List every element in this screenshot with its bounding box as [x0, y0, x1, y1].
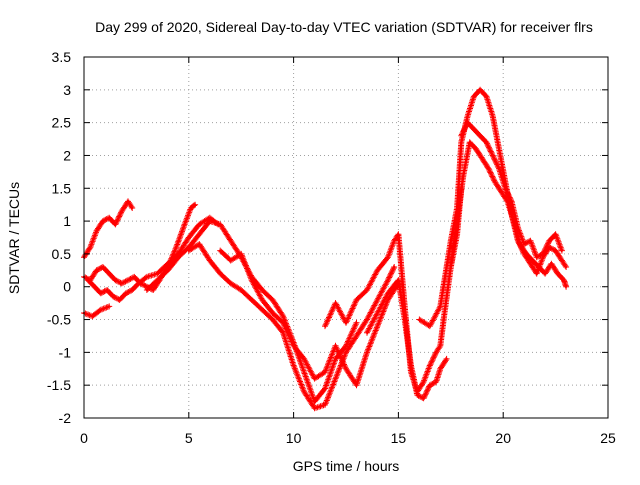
series-satellite-track-7: [217, 247, 402, 389]
x-axis-label: GPS time / hours: [293, 458, 400, 474]
series-plus-markers: [364, 277, 450, 402]
y-tick-label: -0.5: [47, 312, 71, 328]
y-tick-label: 2: [63, 147, 71, 163]
series-plus-markers: [185, 241, 398, 412]
y-tick-label: 3: [63, 82, 71, 98]
y-tick-label: 1.5: [52, 180, 72, 196]
y-axis-label: SDTVAR / TECUs: [6, 182, 22, 294]
series-plus-markers: [217, 247, 402, 389]
y-tick-labels: -2 -1.5 -1 -0.5 0 0.5 1 1.5 2 2.5 3 3.5: [47, 49, 71, 426]
x-tick-label: 5: [185, 430, 193, 446]
y-tick-label: -2: [59, 410, 72, 426]
chart-title: Day 299 of 2020, Sidereal Day-to-day VTE…: [95, 19, 593, 35]
y-tick-label: -1: [59, 344, 72, 360]
series-satellite-track-12: [458, 119, 565, 261]
y-tick-label: 0: [63, 279, 71, 295]
y-tick-label: 2.5: [52, 115, 72, 131]
y-tick-label: 0.5: [52, 246, 72, 262]
x-tick-label: 15: [391, 430, 407, 446]
x-tick-label: 20: [495, 430, 511, 446]
y-tick-label: 3.5: [52, 49, 72, 65]
x-tick-labels: 0 5 10 15 20 25: [80, 430, 616, 446]
series-satellite-track-1: [81, 198, 136, 261]
series-satellite-track-9: [364, 277, 450, 402]
y-tick-label: 1: [63, 213, 71, 229]
x-tick-label: 0: [80, 430, 88, 446]
series-plus-markers: [458, 119, 565, 261]
axis-ticks: [83, 56, 609, 419]
data-series: [81, 86, 570, 412]
series-satellite-track-4: [85, 214, 222, 303]
plot-frame: [83, 56, 609, 419]
x-tick-label: 10: [286, 430, 302, 446]
x-tick-label: 25: [600, 430, 616, 446]
series-satellite-track-6: [185, 241, 398, 412]
series-plus-markers: [143, 218, 360, 405]
series-plus-markers: [85, 214, 222, 303]
y-tick-label: -1.5: [47, 377, 71, 393]
